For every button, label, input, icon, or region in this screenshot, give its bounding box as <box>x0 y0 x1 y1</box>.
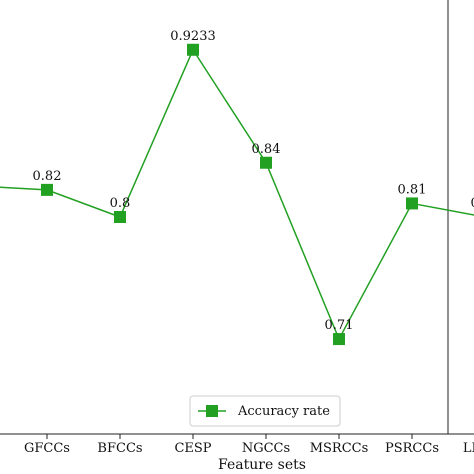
data-point-ngccs <box>260 156 272 169</box>
x-tick-label-gfccs: GFCCs <box>24 441 70 456</box>
legend-marker <box>206 405 218 417</box>
data-point-cesp <box>187 43 199 56</box>
x-tick-label-msrccs: MSRCCs <box>310 441 369 456</box>
data-point-gfccs <box>41 183 53 196</box>
x-tick-label-ngccs: NGCCs <box>242 441 290 456</box>
data-label-gfccs: 0.82 <box>33 169 62 184</box>
x-tick-label-psrccs: PSRCCs <box>385 441 439 456</box>
series-line <box>0 48 474 341</box>
data-labels: 0.82 0.8 0.9233 0.84 0.71 0.81 0.80 <box>33 29 474 333</box>
legend: Accuracy rate <box>189 395 341 427</box>
data-point-bfccs <box>114 211 126 223</box>
x-tick-label-lfccs: LFCCs <box>463 441 474 456</box>
series-accuracy-rate <box>0 43 474 346</box>
data-point-msrccs <box>333 333 345 346</box>
x-axis-title: Feature sets <box>218 457 306 473</box>
data-label-msrccs: 0.71 <box>325 318 354 333</box>
legend-label: Accuracy rate <box>237 404 330 419</box>
data-label-cesp: 0.9233 <box>170 29 216 44</box>
data-label-bfccs: 0.8 <box>110 196 131 211</box>
data-label-lfccs: 0.80 <box>471 196 474 211</box>
data-point-psrccs <box>406 197 418 210</box>
x-tick-labels: MFCCsGFCCsBFCCsCESPNGCCsMSRCCsPSRCCsLFCC… <box>24 434 474 456</box>
x-tick-label-cesp: CESP <box>174 441 211 456</box>
x-tick-label-bfccs: BFCCs <box>97 441 142 456</box>
plot-axes <box>0 0 474 435</box>
data-label-psrccs: 0.81 <box>398 182 427 197</box>
legend-box <box>189 395 341 427</box>
data-label-ngccs: 0.84 <box>252 142 281 157</box>
